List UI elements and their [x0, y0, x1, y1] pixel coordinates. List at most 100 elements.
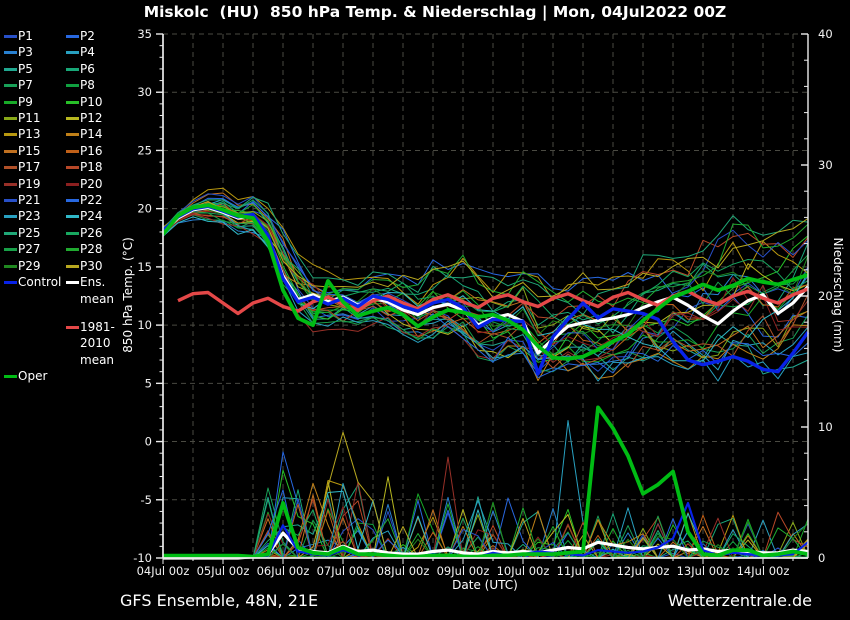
legend-swatch — [4, 264, 17, 268]
date-tick-label: 07Jul 00z — [317, 564, 370, 578]
legend-label: P16 — [80, 143, 103, 158]
legend-swatch — [4, 67, 17, 71]
legend-swatch — [66, 215, 79, 219]
legend-item-p29: P29 — [4, 258, 66, 274]
legend-label: P12 — [80, 111, 103, 126]
site-credit: Wetterzentrale.de — [667, 591, 812, 610]
legend-label: P23 — [18, 209, 41, 224]
legend-item-p28: P28 — [66, 241, 132, 257]
legend-label: P29 — [18, 258, 41, 273]
legend-label: P13 — [18, 127, 41, 142]
legend-item-p17: P17 — [4, 159, 66, 175]
date-tick-label: 06Jul 00z — [257, 564, 310, 578]
legend-swatch — [4, 375, 17, 379]
legend-item-p6: P6 — [66, 61, 132, 77]
legend-item-control: Control — [4, 274, 66, 307]
legend-label: P2 — [80, 29, 95, 43]
legend-label: P24 — [80, 209, 103, 224]
date-tick-label: 14Jul 00z — [737, 564, 790, 578]
member-temp-line-P22 — [162, 197, 809, 379]
legend-item-p30: P30 — [66, 258, 132, 274]
legend-swatch — [4, 35, 17, 38]
precip-axis-label: Niederschlag (mm) — [831, 237, 845, 353]
legend-label: P18 — [80, 160, 103, 175]
legend-label: P27 — [18, 242, 41, 257]
legend-label: 1981-2010 mean — [80, 319, 115, 367]
legend-label: P14 — [80, 127, 103, 142]
oper-temp-line — [161, 203, 809, 361]
legend-item-p20: P20 — [66, 176, 132, 192]
legend-item-p23: P23 — [4, 208, 66, 224]
legend-item-climate-mean: 1981-2010 mean — [66, 319, 132, 368]
legend-label: P30 — [80, 258, 103, 273]
ensemble-legend: P1 P2 P3 P4 P5 P6 P7 P8 P9 P10 P11 P12 P13 P14 P15 P16 P… — [4, 28, 132, 385]
legend-item-p11: P11 — [4, 110, 66, 126]
chart-title: Miskolc (HU) 850 hPa Temp. & Niederschla… — [143, 3, 727, 21]
temp-axis-label: 850 hPa Temp. (°C) — [121, 237, 135, 353]
legend-item-p2: P2 — [66, 28, 132, 44]
legend-swatch — [66, 248, 79, 252]
legend-swatch — [4, 215, 17, 219]
temp-tick-label: 20 — [137, 202, 152, 216]
legend-swatch — [66, 133, 79, 137]
oper-precip-line — [163, 405, 809, 559]
legend-label: P17 — [18, 160, 41, 175]
legend-label: P19 — [18, 176, 41, 191]
legend-label: P28 — [80, 242, 103, 257]
legend-swatch — [66, 67, 79, 71]
date-tick-label: 12Jul 00z — [617, 564, 670, 578]
legend-swatch — [66, 51, 79, 55]
legend-label: P20 — [80, 176, 103, 191]
legend-label: Control — [18, 275, 62, 290]
legend-label: Oper — [18, 369, 48, 384]
legend-label: P26 — [80, 225, 103, 240]
control-temp-line — [161, 204, 810, 376]
legend-swatch — [4, 199, 17, 203]
date-tick-label: 04Jul 00z — [137, 564, 190, 578]
date-tick-label: 09Jul 00z — [437, 564, 490, 578]
temp-tick-label: 35 — [137, 27, 152, 41]
date-axis-label: Date (UTC) — [452, 578, 518, 592]
legend-swatch — [66, 149, 79, 153]
legend-item-p8: P8 — [66, 77, 132, 93]
legend-swatch — [66, 100, 79, 104]
member-temp-line-P25 — [162, 196, 809, 315]
legend-item-p16: P16 — [66, 143, 132, 159]
precip-tick-label: 20 — [818, 289, 833, 303]
legend-label: P10 — [80, 94, 103, 109]
legend-swatch — [4, 182, 17, 186]
legend-swatch — [66, 281, 79, 285]
legend-item-p26: P26 — [66, 225, 132, 241]
legend-swatch — [66, 199, 79, 203]
legend-label: P6 — [80, 61, 95, 76]
legend-item-p22: P22 — [66, 192, 132, 208]
member-temp-line-P20 — [162, 210, 809, 349]
legend-item-p18: P18 — [66, 159, 132, 175]
temp-tick-label: 5 — [145, 376, 152, 390]
legend-item-p24: P24 — [66, 208, 132, 224]
legend-item-p4: P4 — [66, 44, 132, 60]
date-tick-label: 08Jul 00z — [377, 564, 430, 578]
temp-tick-label: 30 — [137, 85, 152, 99]
member-temp-line-P30 — [162, 201, 809, 299]
legend-label: P4 — [80, 45, 95, 60]
legend-item-p25: P25 — [4, 225, 66, 241]
model-info: GFS Ensemble, 48N, 21E — [120, 591, 319, 610]
legend-swatch — [4, 281, 17, 285]
temp-tick-label: 25 — [137, 143, 152, 157]
legend-swatch — [66, 35, 79, 38]
legend-item-p19: P19 — [4, 176, 66, 192]
date-tick-label: 10Jul 00z — [497, 564, 550, 578]
date-tick-label: 13Jul 00z — [677, 564, 730, 578]
legend-swatch — [66, 117, 79, 121]
legend-swatch — [66, 325, 79, 329]
legend-swatch — [4, 149, 17, 153]
legend-label: P5 — [18, 61, 33, 76]
precip-tick-label: 0 — [818, 551, 825, 565]
legend-label: P15 — [18, 143, 41, 158]
legend-item-p27: P27 — [4, 241, 66, 257]
temp-tick-label: 10 — [137, 318, 152, 332]
legend-label: P22 — [80, 193, 103, 208]
legend-label: P9 — [18, 94, 33, 109]
